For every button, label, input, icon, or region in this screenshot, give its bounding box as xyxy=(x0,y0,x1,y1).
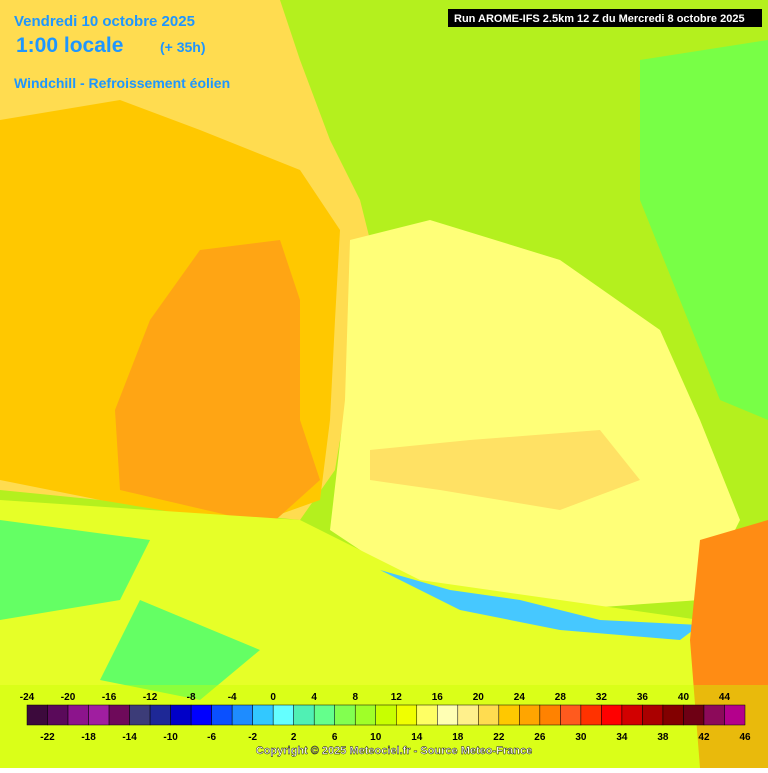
legend-tick-label: 16 xyxy=(432,692,444,703)
legend-swatch xyxy=(88,704,110,726)
time-label: 1:00 locale xyxy=(16,34,123,57)
legend-tick-label: 12 xyxy=(391,692,403,703)
mountain-cool xyxy=(0,520,260,700)
legend-tick-label: 34 xyxy=(616,732,628,743)
legend-tick-label: -22 xyxy=(40,732,55,743)
legend-swatch xyxy=(703,704,725,726)
legend-swatch xyxy=(539,704,561,726)
legend-swatch xyxy=(396,704,418,726)
legend-swatch xyxy=(642,704,664,726)
legend-tick-label: 40 xyxy=(678,692,690,703)
legend-swatch xyxy=(416,704,438,726)
legend-swatch xyxy=(662,704,684,726)
legend-tick-label: 6 xyxy=(332,732,338,743)
legend-tick-label: 42 xyxy=(698,732,710,743)
legend-swatch xyxy=(375,704,397,726)
legend-tick-label: -18 xyxy=(81,732,96,743)
legend-swatch xyxy=(67,704,89,726)
copyright: Copyright © 2025 Meteociel.fr - Source M… xyxy=(256,745,532,757)
legend-tick-label: -24 xyxy=(20,692,35,703)
legend-tick-label: 30 xyxy=(575,732,587,743)
legend-tick-label: -2 xyxy=(248,732,257,743)
legend-swatch xyxy=(621,704,643,726)
legend-swatch xyxy=(580,704,602,726)
date-label: Vendredi 10 octobre 2025 xyxy=(14,13,195,30)
legend-tick-label: 24 xyxy=(514,692,526,703)
legend-swatch xyxy=(457,704,479,726)
south-land xyxy=(0,500,768,768)
land-mild xyxy=(330,220,740,610)
lead-label: (+ 35h) xyxy=(160,39,206,55)
run-label: Run AROME-IFS 2.5km 12 Z du Mercredi 8 o… xyxy=(454,13,745,25)
legend-tick-label: -12 xyxy=(143,692,158,703)
legend-tick-label: 14 xyxy=(411,732,423,743)
legend-swatch xyxy=(108,704,130,726)
legend-tick-label: -10 xyxy=(163,732,178,743)
legend-swatch xyxy=(334,704,356,726)
legend-tick-label: -20 xyxy=(61,692,76,703)
legend-swatch xyxy=(683,704,705,726)
legend-swatch xyxy=(252,704,274,726)
legend-swatch xyxy=(437,704,459,726)
legend-swatch xyxy=(293,704,315,726)
legend-swatch xyxy=(519,704,541,726)
legend-tick-label: 32 xyxy=(596,692,608,703)
legend-tick-label: 10 xyxy=(370,732,382,743)
legend-tick-label: 26 xyxy=(534,732,546,743)
legend-tick-label: 22 xyxy=(493,732,505,743)
legend-tick-label: -16 xyxy=(102,692,117,703)
legend-tick-label: 38 xyxy=(657,732,669,743)
legend-swatch xyxy=(190,704,212,726)
legend-swatch xyxy=(47,704,69,726)
legend-swatch xyxy=(354,704,376,726)
legend-tick-label: 46 xyxy=(739,732,751,743)
legend-swatch xyxy=(601,704,623,726)
legend-swatch xyxy=(498,704,520,726)
legend-backdrop xyxy=(0,685,768,768)
field-label: Windchill - Refroissement éolien xyxy=(14,75,230,91)
legend-tick-label: 28 xyxy=(555,692,567,703)
legend-tick-label: 2 xyxy=(291,732,297,743)
legend-tick-label: 18 xyxy=(452,732,464,743)
legend-swatch xyxy=(272,704,294,726)
legend-swatch xyxy=(724,704,746,726)
legend-swatch xyxy=(560,704,582,726)
legend-tick-label: 0 xyxy=(270,692,276,703)
ocean-warmest xyxy=(115,240,320,525)
mountain-cold xyxy=(380,570,700,640)
legend-tick-label: -6 xyxy=(207,732,216,743)
legend-swatch xyxy=(231,704,253,726)
legend-tick-label: 20 xyxy=(473,692,485,703)
east-cool xyxy=(640,40,768,420)
legend-swatch xyxy=(478,704,500,726)
legend-swatch xyxy=(313,704,335,726)
legend-tick-label: -4 xyxy=(228,692,237,703)
land-warm xyxy=(370,430,640,510)
legend-tick-label: -8 xyxy=(187,692,196,703)
legend-swatch xyxy=(211,704,233,726)
legend-tick-label: 8 xyxy=(352,692,358,703)
legend-swatch xyxy=(170,704,192,726)
legend-tick-label: -14 xyxy=(122,732,137,743)
legend-swatch xyxy=(149,704,171,726)
run-box xyxy=(448,9,762,27)
legend-tick-label: 36 xyxy=(637,692,649,703)
legend-swatch xyxy=(129,704,151,726)
legend-swatch xyxy=(26,704,48,726)
legend-tick-label: 4 xyxy=(311,692,317,703)
legend-tick-label: 44 xyxy=(719,692,731,703)
